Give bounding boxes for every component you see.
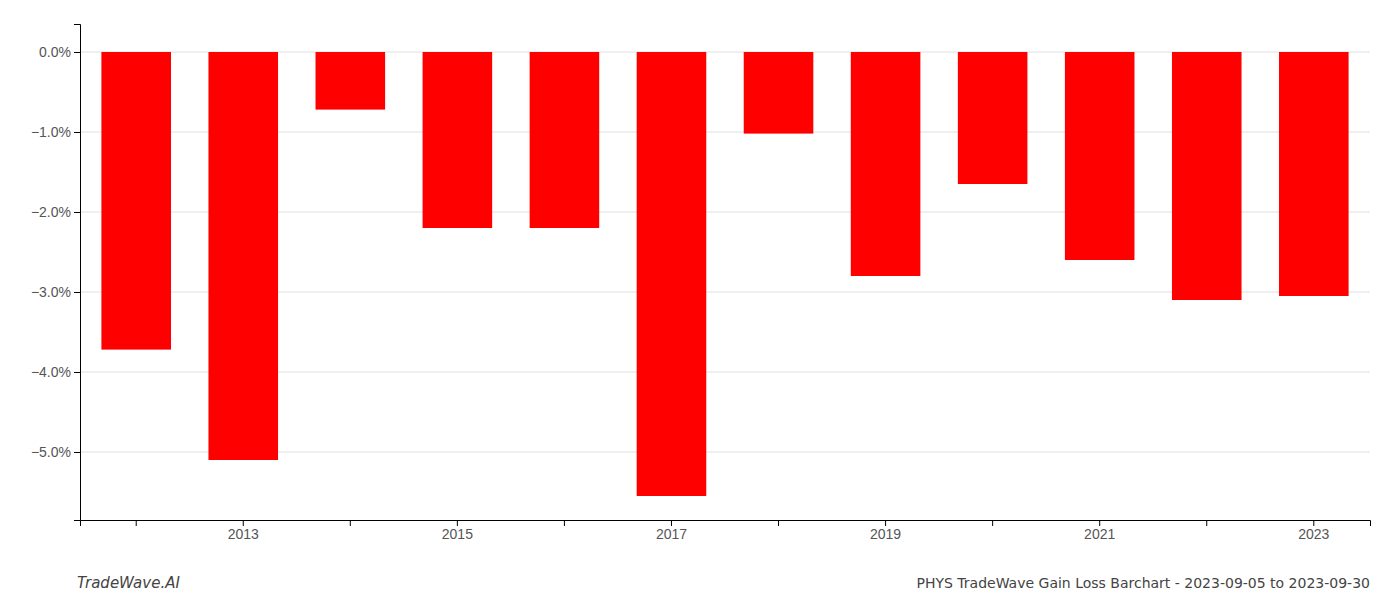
y-tick-mark <box>74 212 80 213</box>
x-axis-line <box>81 521 1371 527</box>
x-tick: 2023 <box>1298 520 1329 542</box>
x-tick: 2019 <box>870 520 901 542</box>
x-tick: 2021 <box>1084 520 1115 542</box>
x-tick <box>350 520 351 526</box>
y-tick-label: 0.0% <box>39 44 71 60</box>
x-axis: 2013 2015 2017 2019 2021 2023 <box>81 520 1371 542</box>
x-tick-mark <box>350 520 351 526</box>
x-tick-mark <box>1206 520 1207 526</box>
y-tick-mark <box>74 452 80 453</box>
bar <box>423 52 493 228</box>
bar <box>851 52 921 276</box>
y-tick: −2.0% <box>31 204 80 220</box>
x-tick-mark <box>778 520 779 526</box>
bar <box>316 52 386 110</box>
bar <box>101 52 171 350</box>
bar <box>1172 52 1242 300</box>
y-tick: 0.0% <box>39 44 80 60</box>
x-tick-label: 2023 <box>1298 526 1329 542</box>
x-tick-label: 2017 <box>656 526 687 542</box>
chart: 2013 2015 2017 2019 2021 2023 0.0% −1.0% −2.0% −3… <box>0 0 1400 600</box>
y-tick-mark <box>74 52 80 53</box>
y-tick: −3.0% <box>31 284 80 300</box>
y-tick-label: −1.0% <box>31 124 71 140</box>
y-tick-mark <box>74 292 80 293</box>
y-tick: −4.0% <box>31 364 80 380</box>
bar <box>958 52 1028 184</box>
bar <box>1279 52 1349 296</box>
x-tick: 2017 <box>656 520 687 542</box>
bar <box>208 52 278 460</box>
bars <box>101 52 1348 496</box>
y-tick: −1.0% <box>31 124 80 140</box>
x-tick <box>992 520 993 526</box>
y-tick-label: −4.0% <box>31 364 71 380</box>
plot-area: 2013 2015 2017 2019 2021 2023 0.0% −1.0% −2.0% −3… <box>31 25 1371 542</box>
bar <box>637 52 707 496</box>
footer-left: TradeWave.AI <box>77 574 180 592</box>
y-tick: −5.0% <box>31 444 80 460</box>
x-tick <box>136 520 137 526</box>
x-tick-mark <box>564 520 565 526</box>
y-tick-label: −3.0% <box>31 284 71 300</box>
y-tick-mark <box>74 132 80 133</box>
x-tick-label: 2015 <box>442 526 473 542</box>
y-tick-label: −5.0% <box>31 444 71 460</box>
y-axis: 0.0% −1.0% −2.0% −3.0% −4.0% −5.0% <box>31 25 81 521</box>
bar <box>1065 52 1135 260</box>
bar <box>530 52 600 228</box>
x-tick-mark <box>992 520 993 526</box>
x-tick: 2013 <box>228 520 259 542</box>
x-tick-label: 2013 <box>228 526 259 542</box>
x-tick-label: 2021 <box>1084 526 1115 542</box>
x-tick: 2015 <box>442 520 473 542</box>
bar <box>744 52 814 134</box>
x-tick <box>564 520 565 526</box>
x-tick-label: 2019 <box>870 526 901 542</box>
footer-right: PHYS TradeWave Gain Loss Barchart - 2023… <box>916 575 1370 591</box>
x-tick <box>778 520 779 526</box>
x-tick <box>1206 520 1207 526</box>
y-tick-label: −2.0% <box>31 204 71 220</box>
y-axis-line <box>74 25 81 521</box>
x-tick-mark <box>136 520 137 526</box>
y-tick-mark <box>74 372 80 373</box>
